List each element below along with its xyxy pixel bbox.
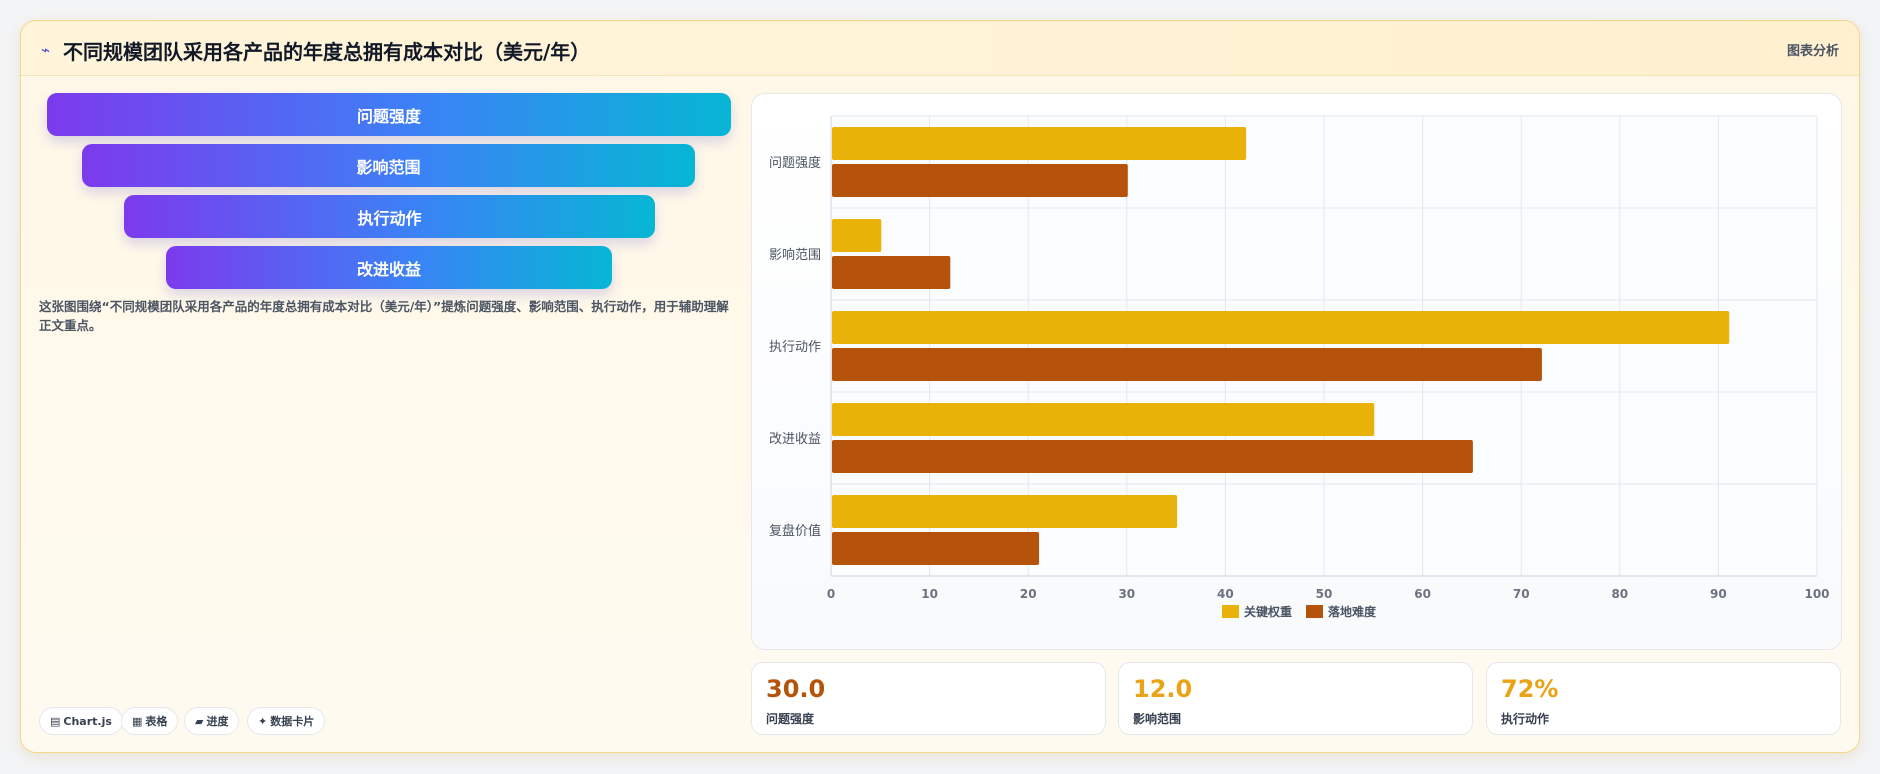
chip-progress[interactable]: ▰ 进度 [184, 707, 240, 735]
chart-card: ⌁ 不同规模团队采用各产品的年度总拥有成本对比（美元/年） 图表分析 问题强度 … [20, 20, 1860, 753]
progress-icon: ▰ [195, 714, 204, 728]
stat-card-3: 72% 执行动作 [1486, 662, 1841, 735]
x-tick-label: 50 [1316, 587, 1333, 601]
stat-label: 影响范围 [1133, 712, 1182, 726]
chip-chartjs[interactable]: ▤ Chart.js [39, 707, 123, 735]
table-icon: ▦ [132, 714, 143, 728]
chip-label: 进度 [206, 715, 229, 728]
sparkle-icon: ✦ [258, 714, 268, 728]
stat-label: 问题强度 [766, 712, 815, 726]
y-tick-label: 改进收益 [769, 432, 821, 447]
chip-label: 表格 [145, 715, 168, 728]
chart-analysis-button[interactable]: 图表分析 [1786, 44, 1839, 59]
x-tick-label: 0 [827, 587, 835, 601]
stat-card-1: 30.0 问题强度 [751, 662, 1106, 735]
y-tick-label: 执行动作 [769, 340, 821, 355]
y-tick-label: 问题强度 [769, 155, 821, 171]
bar-difficulty [832, 348, 1542, 381]
bar-difficulty [832, 164, 1128, 197]
card-header: ⌁ 不同规模团队采用各产品的年度总拥有成本对比（美元/年） 图表分析 [21, 21, 1859, 76]
chip-label: 数据卡片 [270, 715, 315, 728]
chip-table[interactable]: ▦ 表格 [121, 707, 179, 735]
funnel-step-1: 问题强度 [47, 93, 731, 136]
funnel-step-2: 影响范围 [82, 144, 695, 187]
chart-trend-icon: ⌁ [41, 41, 51, 59]
y-tick-label: 影响范围 [769, 247, 821, 263]
chip-data-card[interactable]: ✦ 数据卡片 [247, 707, 326, 735]
bar-chart: 0 10 20 30 40 50 60 70 80 90 100 问题强度影响范围执行动作改进收益复盘… [769, 115, 1830, 619]
x-tick-label: 30 [1118, 587, 1135, 601]
stat-card-2: 12.0 影响范围 [1118, 662, 1473, 735]
stat-value: 12.0 [1133, 675, 1193, 703]
x-tick-label: 100 [1804, 587, 1829, 601]
page-title: 不同规模团队采用各产品的年度总拥有成本对比（美元/年） [63, 40, 591, 64]
x-tick-label: 40 [1217, 587, 1234, 601]
stat-value: 72% [1501, 675, 1559, 703]
stat-label: 执行动作 [1501, 712, 1550, 726]
legend-label: 关键权重 [1244, 604, 1292, 619]
bar-key-weight [832, 127, 1247, 160]
x-tick-label: 70 [1513, 587, 1530, 601]
x-tick-label: 20 [1020, 587, 1037, 601]
chart-description: 这张图围绕“不同规模团队采用各产品的年度总拥有成本对比（美元/年）”提炼问题强度… [39, 299, 729, 333]
bar-key-weight [832, 311, 1730, 344]
funnel-step-3: 执行动作 [124, 195, 655, 238]
bar-key-weight [832, 403, 1375, 436]
bar-difficulty [832, 256, 951, 289]
x-tick-label: 80 [1611, 587, 1628, 601]
bar-difficulty [832, 532, 1040, 565]
chart-panel: 0 10 20 30 40 50 60 70 80 90 100 问题强度影响范围执行动作改进收益复盘… [751, 93, 1842, 650]
y-tick-label: 复盘价值 [769, 523, 821, 539]
funnel-step-4: 改进收益 [166, 246, 612, 289]
chart-icon: ▤ [50, 714, 61, 728]
legend-label: 落地难度 [1328, 604, 1377, 619]
legend-swatch [1306, 605, 1323, 618]
x-tick-label: 60 [1414, 587, 1431, 601]
stat-value: 30.0 [766, 675, 826, 703]
x-tick-label: 10 [921, 587, 938, 601]
legend-swatch [1222, 605, 1239, 618]
bar-key-weight [832, 495, 1178, 528]
chip-label: Chart.js [63, 714, 112, 728]
x-tick-label: 90 [1710, 587, 1727, 601]
bar-difficulty [832, 440, 1473, 473]
bar-key-weight [832, 219, 882, 252]
